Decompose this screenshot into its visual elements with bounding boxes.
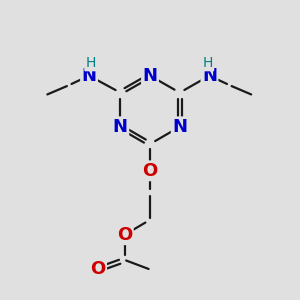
Text: N: N: [113, 118, 128, 136]
Text: N: N: [202, 67, 217, 85]
Text: O: O: [90, 260, 106, 278]
Text: N: N: [142, 67, 158, 85]
Text: N: N: [172, 118, 187, 136]
Text: N: N: [82, 67, 97, 85]
Text: O: O: [142, 162, 158, 180]
Text: H: H: [85, 56, 96, 70]
Text: O: O: [117, 226, 132, 244]
Text: H: H: [203, 56, 213, 70]
